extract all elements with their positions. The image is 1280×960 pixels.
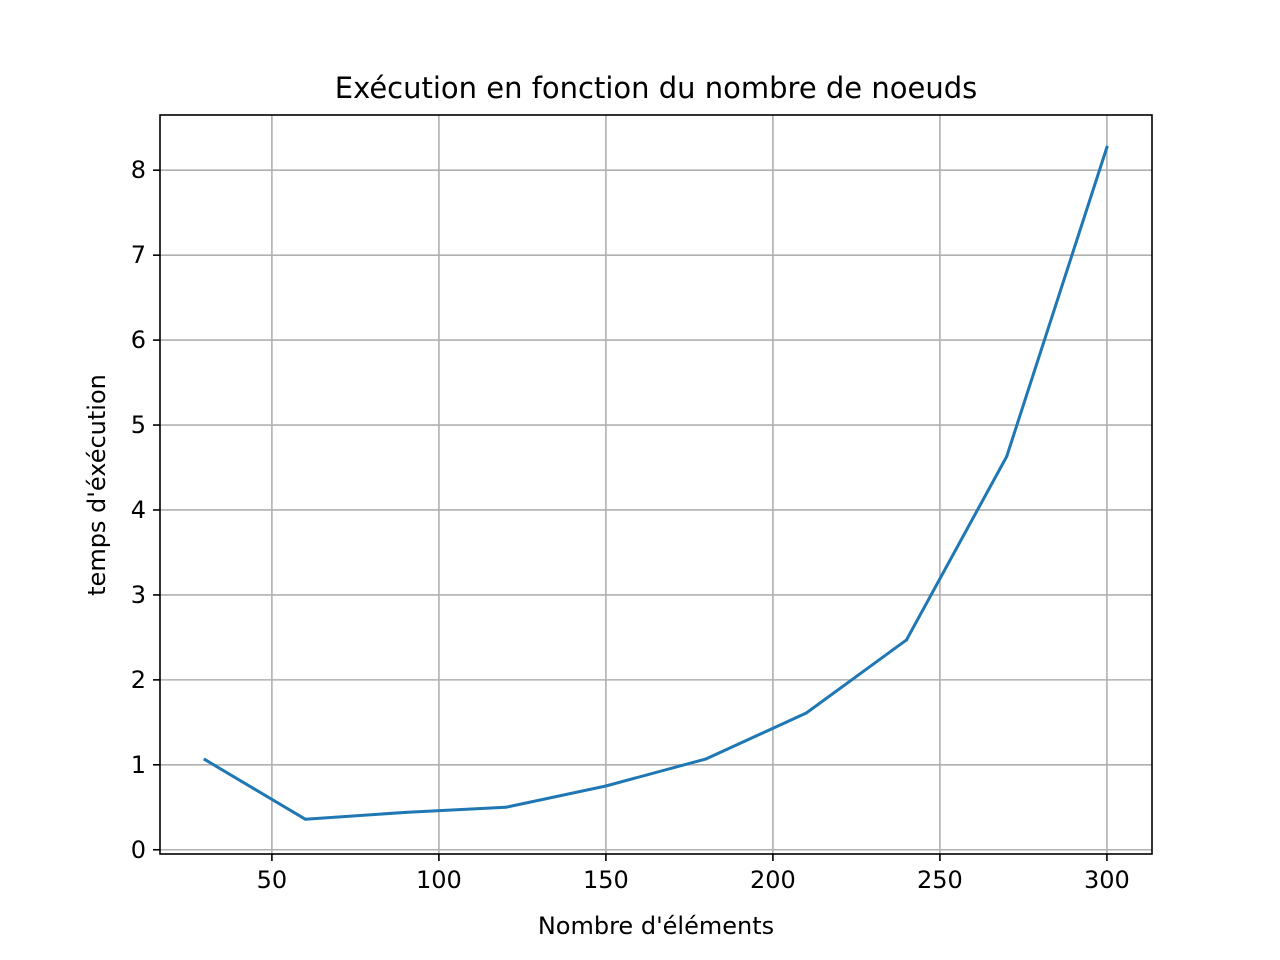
data-point	[1005, 454, 1009, 458]
grid	[160, 115, 1152, 854]
series-layer	[203, 145, 1109, 821]
x-tick-label: 150	[583, 866, 629, 894]
data-point	[203, 758, 207, 762]
x-tick-label: 250	[917, 866, 963, 894]
x-tick-label: 100	[416, 866, 462, 894]
plot-frame	[159, 114, 1153, 855]
y-tick-label: 2	[131, 666, 146, 694]
y-tick-label: 3	[131, 581, 146, 609]
y-tick-label: 1	[131, 751, 146, 779]
data-point	[303, 817, 307, 821]
data-point	[504, 805, 508, 809]
x-tick-label: 200	[750, 866, 796, 894]
data-point	[804, 711, 808, 715]
data-point	[1105, 145, 1109, 149]
x-tick-label: 300	[1084, 866, 1130, 894]
y-tick-label: 8	[131, 156, 146, 184]
data-point	[403, 810, 407, 814]
y-tick-label: 0	[131, 836, 146, 864]
y-tick-label: 5	[131, 411, 146, 439]
series-line	[203, 145, 1109, 821]
data-point	[905, 638, 909, 642]
y-tick-label: 6	[131, 326, 146, 354]
data-point	[604, 784, 608, 788]
chart-title: Exécution en fonction du nombre de noeud…	[335, 71, 977, 105]
y-axis-label: temps d'éxécution	[83, 374, 111, 596]
y-tick-label: 4	[131, 496, 146, 524]
x-axis-label: Nombre d'éléments	[538, 912, 774, 940]
y-tick-label: 7	[131, 241, 146, 269]
data-point	[704, 757, 708, 761]
ticks: 50 100 150 200 250 300 0 1 2 3 4 5 6 7 8	[131, 156, 1130, 894]
x-tick-label: 50	[257, 866, 288, 894]
